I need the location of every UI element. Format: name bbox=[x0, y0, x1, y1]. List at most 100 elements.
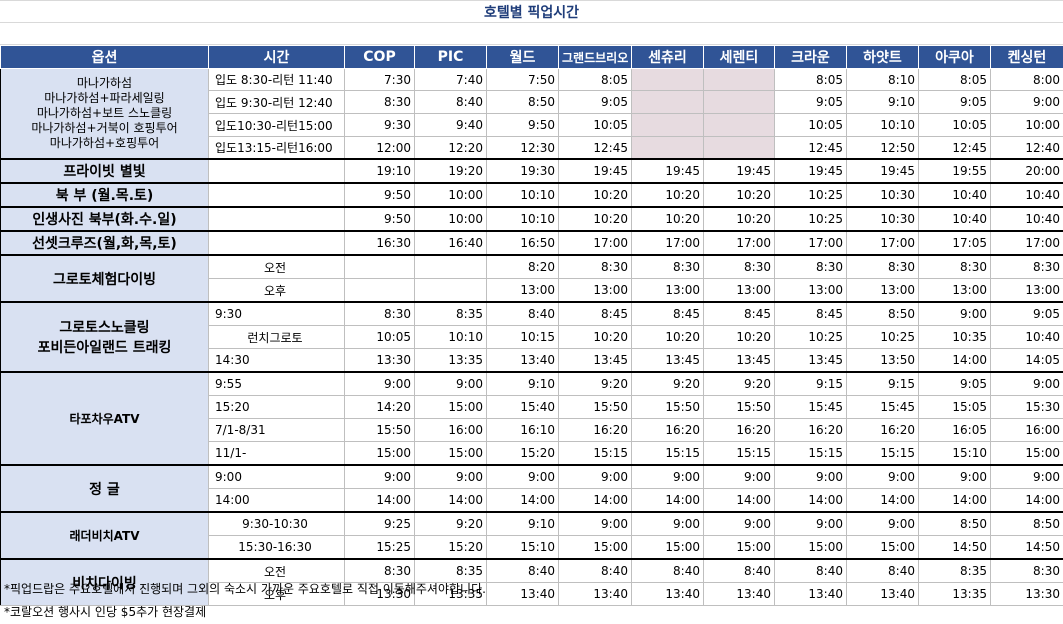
pickup-time-cell: 13:30 bbox=[344, 582, 415, 606]
pickup-time-cell: 15:40 bbox=[486, 395, 559, 419]
option-name-line: 마나가하섬+보트 스노클링 bbox=[36, 106, 173, 120]
time-cell: 입도 9:30-리턴 12:40 bbox=[208, 90, 345, 114]
pickup-time-cell: 13:50 bbox=[846, 348, 919, 373]
pickup-time-cell: 9:00 bbox=[558, 464, 632, 489]
pickup-time-cell: 13:35 bbox=[414, 348, 487, 373]
pickup-time-cell: 10:20 bbox=[703, 206, 775, 232]
pickup-time-cell: 8:40 bbox=[846, 558, 919, 583]
pickup-time-cell: 13:00 bbox=[703, 278, 775, 303]
pickup-time-cell: 13:00 bbox=[990, 278, 1063, 303]
table-row: 오후 13:30 13:35 13:40 13:40 13:40 13:40 13:40 13:… bbox=[1, 582, 1063, 606]
pickup-time-cell: 8:45 bbox=[558, 301, 632, 326]
time-cell: 9:55 bbox=[208, 371, 345, 396]
pickup-time-cell: 9:00 bbox=[918, 301, 991, 326]
pickup-time-cell: 8:40 bbox=[631, 558, 704, 583]
pickup-time-cell: 14:00 bbox=[918, 348, 991, 373]
pickup-time-cell: 15:50 bbox=[631, 395, 704, 419]
table-row: 그로토스노클링 포비든아일랜드 트래킹 9:30 8:30 8:35 8:40 8:45 8:… bbox=[0, 301, 1063, 373]
option-name-cell: 프라이빗 별빛 bbox=[0, 158, 209, 184]
pickup-time-cell: 13:40 bbox=[558, 582, 632, 606]
pickup-time-cell: 13:30 bbox=[990, 582, 1063, 606]
option-name-line: 인생사진 북부(화.수.일) bbox=[32, 212, 177, 228]
pickup-time-cell: 8:45 bbox=[703, 301, 775, 326]
pickup-time-cell: 8:50 bbox=[918, 511, 991, 536]
table-row: 래더비치ATV 9:30-10:30 9:25 9:20 9:10 9:00 9:00 9:0… bbox=[0, 511, 1063, 560]
pickup-time-cell: 13:40 bbox=[486, 348, 559, 373]
column-header-2: COP bbox=[344, 45, 415, 69]
pickup-time-cell: 13:30 bbox=[344, 348, 415, 373]
option-name-line: 선셋크루즈(월,화,목,토) bbox=[32, 236, 177, 252]
pickup-time-cell: 13:00 bbox=[486, 278, 559, 303]
pickup-time-cell: 10:10 bbox=[486, 206, 559, 232]
pickup-time-cell: 15:05 bbox=[918, 395, 991, 419]
pickup-time-cell: 9:00 bbox=[774, 511, 847, 536]
pickup-time-cell: 8:35 bbox=[918, 558, 991, 583]
pickup-time-cell: 8:45 bbox=[631, 301, 704, 326]
pickup-time-cell: 9:10 bbox=[846, 90, 919, 114]
pickup-time-cell: 13:00 bbox=[774, 278, 847, 303]
pickup-time-cell: 9:00 bbox=[990, 90, 1063, 114]
table-body: 마나가하섬 마나가하섬+파라세일링 마나가하섬+보트 스노클링 마나가하섬+거북이 호… bbox=[0, 68, 1063, 606]
pickup-time-cell: 12:30 bbox=[486, 136, 559, 160]
pickup-time-cell: 9:00 bbox=[846, 511, 919, 536]
pickup-time-cell: 14:00 bbox=[846, 488, 919, 513]
pickup-time-cell: 10:05 bbox=[344, 325, 415, 349]
pickup-time-cell: 10:40 bbox=[990, 182, 1063, 208]
pickup-time-cell: 12:20 bbox=[414, 136, 487, 160]
pickup-time-cell: 8:05 bbox=[918, 68, 991, 91]
column-header-6: 센츄리 bbox=[631, 45, 704, 69]
pickup-time-cell: 10:20 bbox=[703, 182, 775, 208]
pickup-time-cell: 13:40 bbox=[486, 582, 559, 606]
pickup-time-cell: 9:50 bbox=[344, 206, 415, 232]
time-cell: 런치그로토 bbox=[208, 325, 345, 349]
pickup-time-cell: 20:00 bbox=[990, 158, 1063, 184]
pickup-time-cell: 16:20 bbox=[703, 418, 775, 442]
column-header-9: 하얏트 bbox=[846, 45, 919, 69]
pickup-time-cell: 12:45 bbox=[558, 136, 632, 160]
option-name-line: 프라이빗 별빛 bbox=[63, 164, 146, 180]
pickup-time-cell: 8:30 bbox=[558, 254, 632, 279]
pickup-time-cell: 12:00 bbox=[344, 136, 415, 160]
pickup-time-cell: 10:20 bbox=[558, 206, 632, 232]
pickup-time-cell: 10:20 bbox=[703, 325, 775, 349]
option-name-line: 마나가하섬+호핑투어 bbox=[49, 136, 160, 150]
pickup-time-cell: 15:00 bbox=[558, 535, 632, 560]
pickup-time-cell: 15:00 bbox=[631, 535, 704, 560]
pickup-time-cell: 14:00 bbox=[558, 488, 632, 513]
pickup-time-cell: 17:00 bbox=[846, 230, 919, 256]
pickup-time-cell: 10:10 bbox=[486, 182, 559, 208]
pickup-time-cell: 13:45 bbox=[703, 348, 775, 373]
pickup-time-cell: 8:20 bbox=[486, 254, 559, 279]
pickup-time-cell: 7:40 bbox=[414, 68, 487, 91]
pickup-time-cell: 10:10 bbox=[414, 325, 487, 349]
pickup-time-cell: 15:50 bbox=[558, 395, 632, 419]
pickup-time-cell bbox=[344, 278, 415, 303]
pickup-time-cell: 9:10 bbox=[486, 511, 559, 536]
pickup-time-cell: 8:50 bbox=[486, 90, 559, 114]
pickup-time-cell: 17:00 bbox=[631, 230, 704, 256]
pickup-time-cell: 10:40 bbox=[990, 325, 1063, 349]
pickup-time-cell: 8:30 bbox=[846, 254, 919, 279]
pickup-time-cell: 17:05 bbox=[918, 230, 991, 256]
pickup-time-cell: 9:00 bbox=[344, 371, 415, 396]
time-cell bbox=[208, 206, 345, 232]
pickup-time-cell: 14:00 bbox=[990, 488, 1063, 513]
pickup-time-cell bbox=[631, 136, 704, 160]
pickup-time-cell: 9:05 bbox=[774, 90, 847, 114]
pickup-time-cell: 14:00 bbox=[774, 488, 847, 513]
pickup-time-cell: 15:50 bbox=[703, 395, 775, 419]
pickup-time-cell: 10:05 bbox=[558, 113, 632, 137]
pickup-time-cell: 9:05 bbox=[918, 371, 991, 396]
time-cell: 오전 bbox=[208, 558, 345, 583]
pickup-time-cell: 19:45 bbox=[558, 158, 632, 184]
pickup-time-cell: 10:40 bbox=[918, 206, 991, 232]
time-cell bbox=[208, 230, 345, 256]
pickup-time-cell: 14:00 bbox=[703, 488, 775, 513]
time-cell: 입도13:15-리턴16:00 bbox=[208, 136, 345, 160]
option-name-line: 북 부 (월.목.토) bbox=[55, 188, 154, 204]
pickup-time-cell: 9:10 bbox=[486, 371, 559, 396]
pickup-time-cell bbox=[631, 90, 704, 114]
column-header-7: 세렌티 bbox=[703, 45, 775, 69]
pickup-time-cell: 12:45 bbox=[918, 136, 991, 160]
